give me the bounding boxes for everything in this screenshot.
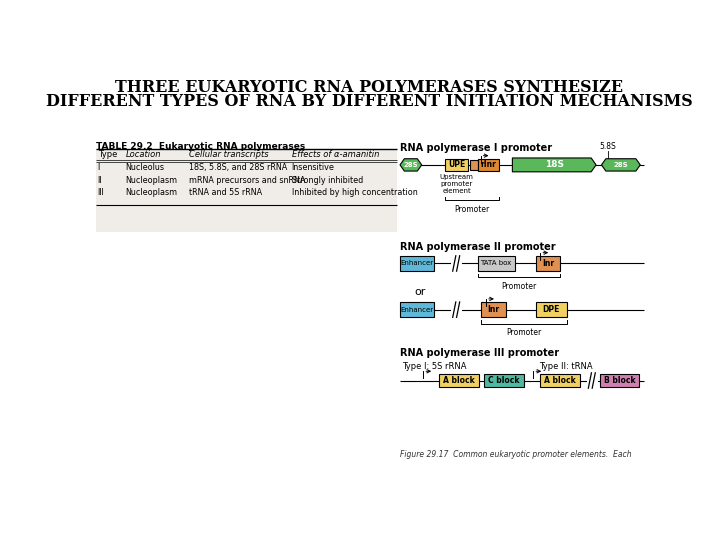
Text: Enhancer: Enhancer: [400, 260, 433, 266]
Text: Inhibited by high concentration: Inhibited by high concentration: [292, 188, 418, 197]
Text: II: II: [98, 176, 102, 185]
Text: Insensitive: Insensitive: [292, 164, 334, 172]
Text: I: I: [98, 164, 100, 172]
Text: Promoter: Promoter: [501, 282, 536, 291]
Text: Type II: tRNA: Type II: tRNA: [539, 362, 593, 371]
Text: Cellular transcripts: Cellular transcripts: [189, 150, 269, 159]
Text: RNA polymerase II promoter: RNA polymerase II promoter: [400, 242, 556, 252]
Text: 18S, 5.8S, and 28S rRNA: 18S, 5.8S, and 28S rRNA: [189, 164, 287, 172]
Text: Strongly inhibited: Strongly inhibited: [292, 176, 363, 185]
Text: Type I: 5S rRNA: Type I: 5S rRNA: [402, 362, 466, 371]
Polygon shape: [601, 159, 640, 171]
Bar: [536, 256, 560, 271]
Text: Nucleoplasm: Nucleoplasm: [126, 188, 178, 197]
Text: III: III: [98, 188, 104, 197]
Text: 5.8S: 5.8S: [599, 142, 616, 151]
Text: C block: C block: [488, 376, 520, 385]
Text: Inr: Inr: [487, 305, 500, 314]
Bar: [482, 302, 506, 318]
Bar: [477, 256, 515, 271]
Bar: [539, 374, 580, 387]
Text: A block: A block: [443, 376, 474, 385]
Text: tRNA and 5S rRNA: tRNA and 5S rRNA: [189, 188, 262, 197]
Bar: [469, 159, 477, 170]
Text: Figure 29.17  Common eukaryotic promoter elements.  Each: Figure 29.17 Common eukaryotic promoter …: [400, 450, 631, 459]
Text: UPE: UPE: [448, 160, 465, 170]
Text: TABLE 29.2  Eukaryotic RNA polymerases: TABLE 29.2 Eukaryotic RNA polymerases: [96, 142, 305, 151]
Bar: [451, 302, 462, 318]
Bar: [400, 256, 434, 271]
Bar: [536, 302, 567, 318]
Text: Promoter: Promoter: [454, 205, 490, 214]
Text: B block: B block: [603, 376, 635, 385]
Bar: [400, 302, 434, 318]
Text: Promoter: Promoter: [506, 328, 541, 337]
Bar: [438, 374, 479, 387]
Text: Effects of α-amanitin: Effects of α-amanitin: [292, 150, 379, 159]
Text: 28S: 28S: [613, 162, 628, 168]
Polygon shape: [400, 159, 422, 171]
Text: Type: Type: [98, 150, 117, 159]
Text: RNA polymerase III promoter: RNA polymerase III promoter: [400, 348, 559, 358]
Text: or: or: [414, 287, 426, 297]
Text: DIFFERENT TYPES OF RNA BY DIFFERENT INITIATION MECHANISMS: DIFFERENT TYPES OF RNA BY DIFFERENT INIT…: [45, 92, 693, 110]
Bar: [477, 159, 499, 171]
Bar: [96, 148, 397, 232]
Text: Nucleoplasm: Nucleoplasm: [126, 176, 178, 185]
Text: Inr: Inr: [542, 259, 554, 268]
Text: rInr: rInr: [480, 160, 496, 170]
Text: 28S: 28S: [403, 162, 418, 168]
Bar: [600, 374, 639, 387]
Bar: [587, 373, 598, 388]
Text: THREE EUKARYOTIC RNA POLYMERASES SYNTHESIZE: THREE EUKARYOTIC RNA POLYMERASES SYNTHES…: [115, 79, 623, 96]
Text: RNA polymerase I promoter: RNA polymerase I promoter: [400, 143, 552, 153]
Polygon shape: [513, 158, 596, 172]
Text: DPE: DPE: [542, 305, 560, 314]
Bar: [484, 374, 524, 387]
Text: Nucleolus: Nucleolus: [126, 164, 165, 172]
Text: A block: A block: [544, 376, 575, 385]
Text: Upstream
promoter
element: Upstream promoter element: [440, 174, 474, 194]
Bar: [451, 256, 462, 271]
Text: 18S: 18S: [545, 160, 564, 170]
Text: Enhancer: Enhancer: [400, 307, 433, 313]
Bar: [445, 159, 468, 171]
Text: TATA box: TATA box: [480, 260, 512, 266]
Text: Location: Location: [126, 150, 161, 159]
Text: mRNA precursors and snRNA: mRNA precursors and snRNA: [189, 176, 305, 185]
